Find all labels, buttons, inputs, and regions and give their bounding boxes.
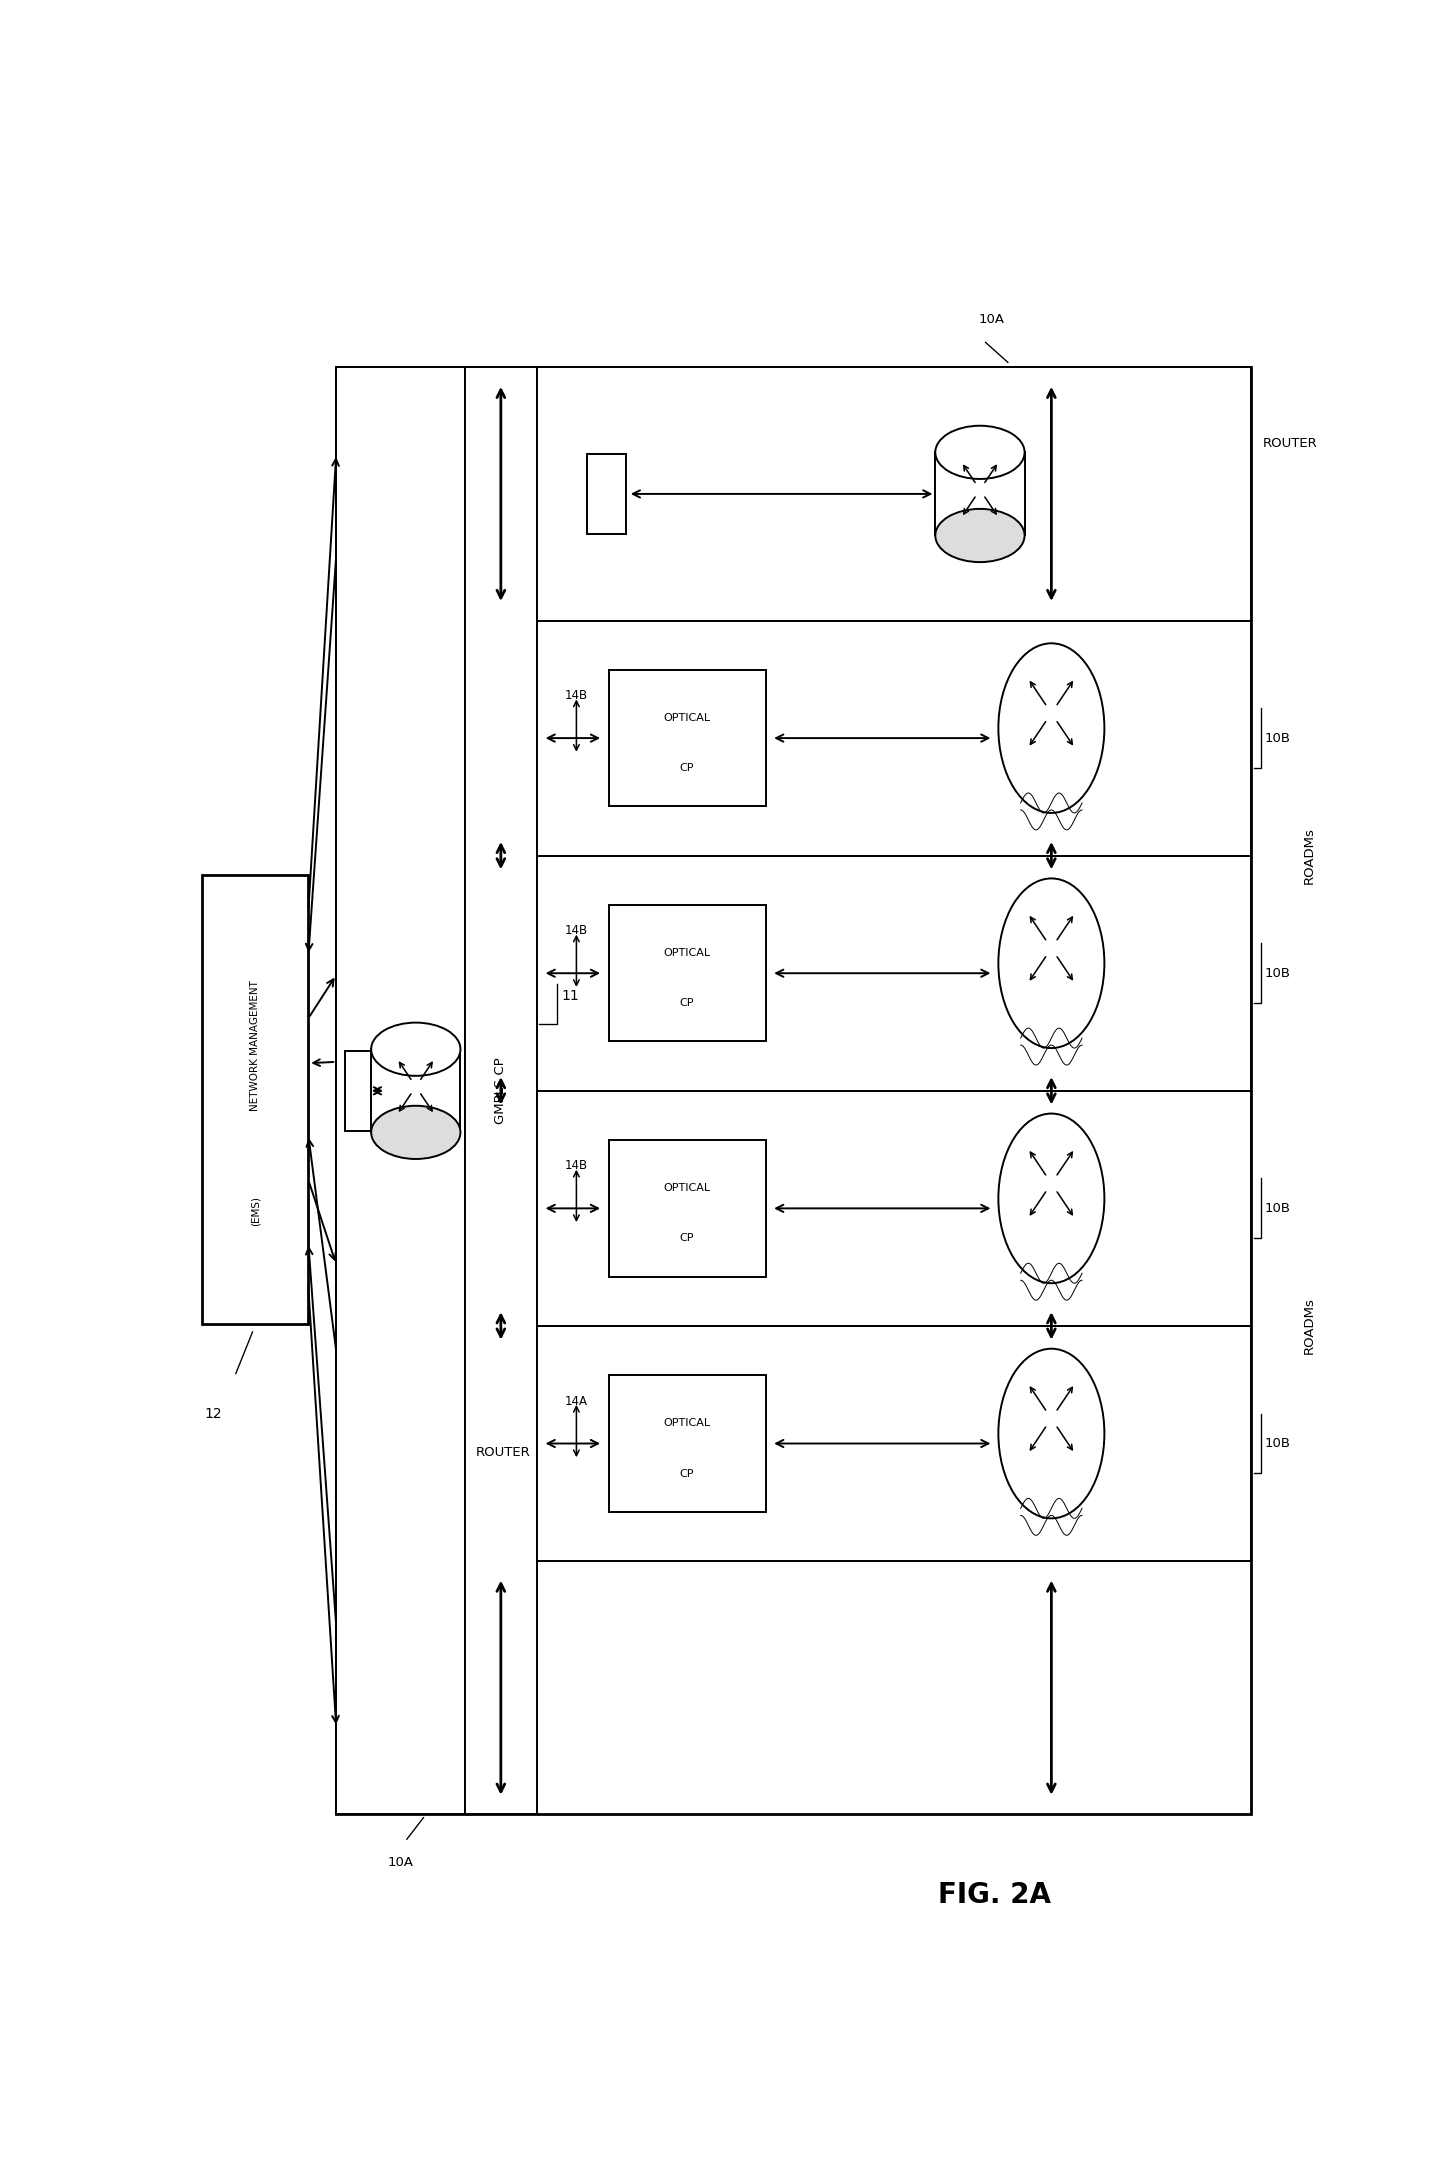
FancyBboxPatch shape (537, 1091, 1251, 1326)
Text: CP: CP (680, 998, 694, 1009)
Text: ROADMs: ROADMs (1303, 1298, 1316, 1354)
FancyBboxPatch shape (465, 367, 537, 1814)
Bar (936, 451, 1025, 536)
Ellipse shape (936, 426, 1025, 480)
Text: 10B: 10B (1264, 732, 1290, 745)
Text: 11: 11 (562, 989, 579, 1002)
Text: ROADMs: ROADMs (1303, 827, 1316, 883)
FancyBboxPatch shape (609, 905, 766, 1041)
Text: NETWORK MANAGEMENT: NETWORK MANAGEMENT (251, 981, 261, 1110)
Ellipse shape (998, 644, 1104, 812)
FancyBboxPatch shape (337, 367, 465, 1814)
Text: 10B: 10B (1264, 1201, 1290, 1214)
Text: 14B: 14B (564, 1160, 588, 1173)
Bar (372, 1050, 461, 1132)
Text: CP: CP (680, 762, 694, 773)
FancyBboxPatch shape (346, 1052, 383, 1130)
Ellipse shape (998, 879, 1104, 1048)
FancyBboxPatch shape (588, 454, 625, 534)
FancyBboxPatch shape (537, 620, 1251, 855)
FancyBboxPatch shape (609, 1140, 766, 1277)
Ellipse shape (998, 1348, 1104, 1518)
Text: OPTICAL: OPTICAL (664, 1419, 711, 1428)
FancyBboxPatch shape (537, 367, 1251, 620)
Text: ROUTER: ROUTER (1263, 436, 1318, 449)
FancyBboxPatch shape (609, 1376, 766, 1512)
Text: 12: 12 (204, 1406, 222, 1421)
Text: GMPLS CP: GMPLS CP (494, 1058, 507, 1123)
FancyBboxPatch shape (537, 1326, 1251, 1562)
Text: ROUTER: ROUTER (475, 1445, 530, 1458)
FancyBboxPatch shape (202, 875, 308, 1324)
Ellipse shape (372, 1106, 461, 1160)
FancyBboxPatch shape (337, 367, 1251, 1814)
Text: 10B: 10B (1264, 1436, 1290, 1449)
Ellipse shape (998, 1115, 1104, 1283)
Text: 10A: 10A (978, 313, 1004, 326)
Text: 14B: 14B (564, 924, 588, 937)
Text: OPTICAL: OPTICAL (664, 713, 711, 724)
Text: 10B: 10B (1264, 968, 1290, 981)
FancyBboxPatch shape (537, 855, 1251, 1091)
Text: OPTICAL: OPTICAL (664, 1184, 711, 1192)
Ellipse shape (372, 1022, 461, 1076)
Text: (EMS): (EMS) (251, 1197, 261, 1227)
Text: 10A: 10A (387, 1855, 413, 1868)
Text: 14B: 14B (564, 689, 588, 702)
Text: CP: CP (680, 1469, 694, 1477)
Ellipse shape (936, 510, 1025, 562)
Text: CP: CP (680, 1233, 694, 1244)
Text: 14A: 14A (564, 1395, 588, 1408)
Text: FIG. 2A: FIG. 2A (939, 1881, 1051, 1909)
Text: OPTICAL: OPTICAL (664, 948, 711, 957)
FancyBboxPatch shape (609, 670, 766, 806)
